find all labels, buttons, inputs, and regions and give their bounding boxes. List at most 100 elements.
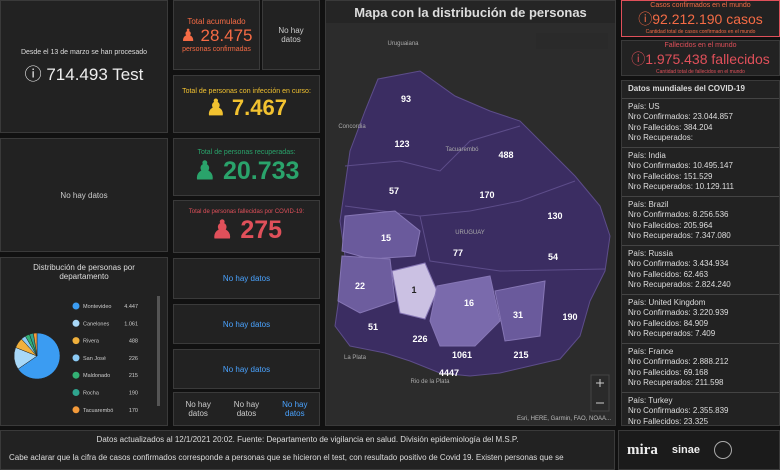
pie-title: Distribución de personas por departament… — [33, 263, 135, 281]
legend-value: 1.061 — [124, 321, 138, 327]
country-confirmed: Nro Confirmados: 3.220.939 — [628, 308, 729, 317]
legend-dot — [72, 354, 80, 362]
region — [341, 210, 421, 260]
map: 93 123 488 57 170 130 15 77 54 22 1 16 31 190 51 226 106… — [326, 23, 615, 425]
country-item: País: United Kingdom Nro Confirmados: 3.2… — [622, 295, 779, 344]
label: Total de personas recuperadas: — [197, 148, 296, 156]
value-row: ♟ 7.467 — [206, 94, 287, 120]
label: Total acumulado — [187, 17, 246, 26]
note: Cabe aclarar que la cifra de casos confi… — [9, 453, 564, 462]
value-row: ⓘ92.212.190 casos — [638, 11, 763, 27]
total-box: Total acumulado ♟ 28.475 personas confir… — [173, 0, 260, 70]
country-deaths: Nro Fallecidos: 84.909 — [628, 318, 709, 328]
pie-slice — [17, 332, 61, 380]
legend-name: Rivera — [83, 339, 100, 345]
pie-slice — [33, 332, 38, 357]
country-country: País: US — [628, 101, 660, 111]
region-label: 54 — [548, 252, 558, 262]
country-item: País: France Nro Confirmados: 2.888.212 Nr… — [622, 344, 779, 393]
country-recovered: Nro Recuperados: — [628, 133, 693, 142]
recovered-box: Total de personas recuperadas: ♟ 20.733 — [173, 138, 320, 196]
legend-dot — [72, 337, 80, 345]
country-recovered: Nro Recuperados: 211.598 — [628, 378, 724, 387]
region-label: 1 — [411, 285, 416, 295]
no-data: No hay datos — [185, 400, 211, 418]
bottom-row: No hay datos No hay datos No hay datos — [173, 392, 320, 426]
zoom-control[interactable] — [590, 374, 610, 412]
region-label: 1061 — [452, 350, 472, 360]
caption: Desde el 13 de marzo se han procesado — [20, 48, 148, 56]
value-row: ♟ 20.733 — [193, 156, 300, 185]
scrollbar — [157, 296, 160, 406]
pie-panel: Distribución de personas por departament… — [0, 257, 168, 426]
note: Cantidad total de casos confirmados en e… — [645, 29, 756, 35]
world-cases: Casos confirmados en el mundo ⓘ92.212.19… — [621, 0, 780, 37]
legend-dot — [72, 406, 80, 414]
legend-value: 4.447 — [124, 304, 138, 310]
region-label: 57 — [389, 186, 399, 196]
no-data: No hay datos — [233, 400, 260, 418]
border — [419, 215, 606, 272]
region-label: 16 — [464, 298, 474, 308]
no-data: No hay datos — [282, 400, 308, 418]
zoom-icons — [596, 379, 604, 404]
country-item: País: Russia Nro Confirmados: 3.434.934 Nr… — [622, 246, 779, 295]
country-country: País: Brazil — [628, 199, 669, 209]
nd-box: No hay datos — [173, 304, 320, 344]
country-deaths: Nro Fallecidos: 69.168 — [628, 367, 709, 377]
no-data: No hay datos — [222, 319, 271, 329]
country-item: País: US Nro Confirmados: 23.044.857 Nro F… — [622, 99, 779, 148]
legend-name: Tacuarembó — [83, 408, 113, 414]
attribution: Esri, HERE, Garmin, FAO, NOAA... — [517, 416, 611, 422]
value: 20.733 — [222, 156, 300, 185]
country-recovered: Nro Recuperados: 7.409 — [628, 329, 716, 338]
empty-panel: No hay datos — [0, 138, 168, 252]
region-label: 31 — [513, 310, 523, 320]
side-box: No hay datos — [262, 0, 320, 70]
country-deaths: Nro Fallecidos: 62.463 — [628, 269, 709, 279]
country-confirmed: Nro Confirmados: 8.256.536 — [628, 210, 729, 219]
place-label: Uruguaiana — [387, 41, 419, 47]
region-label: 170 — [479, 190, 494, 200]
country-recovered: Nro Recuperados: 10.129.111 — [628, 182, 734, 191]
sub: personas confirmadas — [182, 46, 251, 53]
nd-box: No hay datos — [173, 258, 320, 299]
legend-name: Montevideo — [83, 304, 111, 310]
country-deaths: Nro Fallecidos: 23.325 — [628, 416, 709, 426]
region-label: 488 — [498, 150, 513, 160]
value: 7.467 — [231, 94, 287, 120]
place-label: La Plata — [344, 355, 367, 361]
region-label: 226 — [412, 334, 427, 344]
country-deaths: Nro Fallecidos: 384.204 — [628, 122, 713, 132]
toolbar[interactable] — [536, 33, 608, 49]
no-data: No hay datos — [222, 274, 271, 283]
world-deaths: Fallecidos en el mundo ⓘ1.975.438 fallec… — [621, 40, 780, 76]
updated: Datos actualizados al 12/1/2021 20:02. F… — [96, 435, 519, 444]
legend-name: Rocha — [83, 391, 100, 397]
region — [429, 275, 501, 347]
border — [344, 125, 521, 172]
value: 28.475 — [200, 26, 253, 45]
country-confirmed: Nro Confirmados: 10.495.147 — [628, 161, 733, 170]
tests-panel: Desde el 13 de marzo se han procesado ⓘ … — [0, 0, 168, 133]
value-row: ♟ 275 — [210, 215, 283, 244]
map-title: Mapa con la distribución de personas — [354, 5, 587, 20]
value-row: ♟ 28.475 — [180, 26, 253, 45]
value-row: ⓘ1.975.438 fallecidos — [631, 50, 770, 67]
note: Cantidad total de fallecidos en el mundo — [656, 68, 745, 75]
region-label: 123 — [394, 139, 409, 149]
country-country: País: Russia — [628, 248, 673, 258]
region-label: 93 — [401, 94, 411, 104]
no-data: No hay datos — [278, 26, 304, 44]
active-box: Total de personas con infección en curso… — [173, 75, 320, 133]
place-label: Rio de la Plata — [410, 379, 450, 385]
legend-value: 226 — [129, 356, 138, 362]
region-label: 215 — [513, 350, 528, 360]
label: Fallecidos en el mundo — [664, 41, 737, 49]
label: Total de personas con infección en curso… — [182, 87, 311, 95]
country-item: País: Turkey Nro Confirmados: 2.355.839 Nr… — [622, 393, 779, 426]
legend-name: Maldonado — [83, 373, 110, 379]
map-panel: Mapa con la distribución de personas 93 1… — [325, 0, 616, 426]
region-label: 15 — [381, 233, 391, 243]
